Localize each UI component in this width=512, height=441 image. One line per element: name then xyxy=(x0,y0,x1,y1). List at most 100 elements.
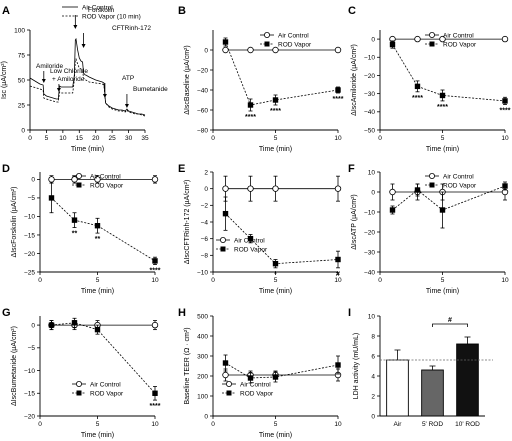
data-point-air xyxy=(94,176,101,183)
annotation-arrowhead xyxy=(81,44,86,48)
legend-marker-air xyxy=(225,380,232,387)
legend-label-rod: ROD Vapor xyxy=(278,41,312,48)
legend-label-air: Air Control xyxy=(443,32,474,39)
data-point-air xyxy=(272,46,279,54)
y-tick-label: −80 xyxy=(197,127,208,134)
y-tick-label: −40 xyxy=(364,109,375,116)
x-tick-label: 20 xyxy=(92,135,100,142)
y-tick-label: 2 xyxy=(371,393,375,400)
data-point-air xyxy=(151,321,159,329)
y-tick-label: −6 xyxy=(201,236,209,243)
y-tick-label: 400 xyxy=(197,333,208,340)
y-tick-label: −10 xyxy=(24,368,35,375)
data-point-air xyxy=(151,176,159,183)
category-label: 10' ROD xyxy=(455,421,480,428)
data-point-rod xyxy=(152,258,158,264)
bar xyxy=(386,359,409,417)
legend-label-rod: ROD Vapor xyxy=(234,246,268,253)
y-tick-label: −25 xyxy=(24,269,35,276)
bar xyxy=(456,343,479,417)
series-line-rod xyxy=(392,185,506,211)
legend-marker-rod xyxy=(76,390,82,396)
y-tick-label: 0 xyxy=(31,322,35,329)
data-point-rod xyxy=(222,39,229,45)
y-tick-label: −15 xyxy=(24,232,35,239)
annotation-arrowhead xyxy=(41,79,46,83)
x-axis-label: Time (min) xyxy=(259,432,292,439)
legend-marker-air xyxy=(219,236,226,243)
y-tick-label: 25 xyxy=(18,102,26,109)
data-point-rod xyxy=(389,41,396,48)
x-tick-label: 0 xyxy=(38,421,42,428)
data-point-air xyxy=(222,371,229,379)
y-tick-label: −20 xyxy=(364,73,375,80)
legend-marker-air xyxy=(428,172,435,179)
y-tick-label: 100 xyxy=(197,393,208,400)
x-tick-label: 0 xyxy=(28,135,32,142)
panel-b: B 0 5 10 0 −20 −40 −60 −80 Time (min) ΔIscBaseline… xyxy=(178,5,344,153)
legend-label-rod: ROD Vapor xyxy=(443,41,477,48)
x-tick-label: 35 xyxy=(141,135,149,142)
data-point-rod xyxy=(272,374,279,380)
panel-label: B xyxy=(178,5,186,17)
y-tick-label: 300 xyxy=(197,353,208,360)
x-tick-label: 10 xyxy=(334,421,342,428)
data-point-rod xyxy=(389,207,396,213)
x-axis-label: Time (min) xyxy=(81,288,114,295)
panel-label: G xyxy=(2,307,11,319)
x-tick-label: 0 xyxy=(211,421,215,428)
y-tick-label: −50 xyxy=(364,127,375,134)
y-axis-label: ΔIscBaseline (µA/cm²) xyxy=(184,45,191,114)
panel-d: D 0 5 10 0 −5 −10 −15 −20 −25 Time (min) ΔIscForsko… xyxy=(2,163,161,295)
annotation-arrowhead xyxy=(56,88,61,92)
x-tick-label: 5 xyxy=(274,421,278,428)
data-point-air xyxy=(501,35,509,43)
panel-label: C xyxy=(348,5,356,17)
x-tick-label: 5 xyxy=(274,135,278,142)
legend-label-air: Air Control xyxy=(90,173,121,180)
data-point-rod xyxy=(272,97,279,103)
legend-marker-rod xyxy=(76,182,82,188)
data-point-rod xyxy=(222,360,229,366)
legend-marker-air xyxy=(76,172,83,179)
annotation-label: Bumetanide xyxy=(133,86,168,93)
legend-label-rod: ROD Vapor xyxy=(90,182,124,189)
legend-label-air: Air Control xyxy=(234,237,265,244)
data-point-rod xyxy=(71,217,78,223)
y-tick-label: 100 xyxy=(14,27,25,34)
bar xyxy=(421,369,444,417)
y-axis-label: ΔIscForskolin (µA/cm²) xyxy=(11,187,18,258)
data-point-rod xyxy=(48,322,55,328)
data-point-rod xyxy=(94,223,101,229)
panel-label: E xyxy=(178,163,185,175)
data-point-rod xyxy=(247,375,254,381)
panel-g: G 0 5 10 0 −5 −10 −15 −20 Time (min) ΔIscBumetanid… xyxy=(2,307,161,439)
panel-f: F 0 5 10 −40 −30 −20 −10 0 10 Time (min) ΔIscATP (µ… xyxy=(348,163,509,295)
significance-marker: # xyxy=(448,317,452,324)
y-tick-label: 4 xyxy=(371,373,375,380)
data-point-air xyxy=(71,176,78,183)
x-tick-label: 5 xyxy=(441,135,445,142)
y-tick-label: −2 xyxy=(201,203,209,210)
y-tick-label: −5 xyxy=(28,345,36,352)
significance-marker: **** xyxy=(150,403,161,410)
panel-e: E 0 5 10 −10 −8 −6 −4 −2 0 2 Time (min) ΔIscCFTRinh-… xyxy=(178,163,342,295)
x-axis-label: Time (min) xyxy=(259,288,292,295)
y-tick-label: −30 xyxy=(364,91,375,98)
y-tick-label: −10 xyxy=(364,55,375,62)
y-axis-label: Baseline TEER (Ω · cm²) xyxy=(184,327,191,404)
annotation-label: + Amiloride xyxy=(52,76,85,83)
y-tick-label: −15 xyxy=(24,391,35,398)
y-tick-label: 0 xyxy=(204,186,208,193)
y-axis-label: ΔIscAmiloride (µA/cm²) xyxy=(351,44,358,116)
x-tick-label: 10 xyxy=(501,277,509,284)
significance-marker: # xyxy=(336,271,340,278)
y-tick-label: 0 xyxy=(204,413,208,420)
x-tick-label: 5 xyxy=(274,277,278,284)
legend-label-rod: ROD Vapor xyxy=(240,390,274,397)
data-point-rod xyxy=(94,326,101,333)
data-point-air xyxy=(439,35,446,43)
x-tick-label: 10 xyxy=(59,135,67,142)
